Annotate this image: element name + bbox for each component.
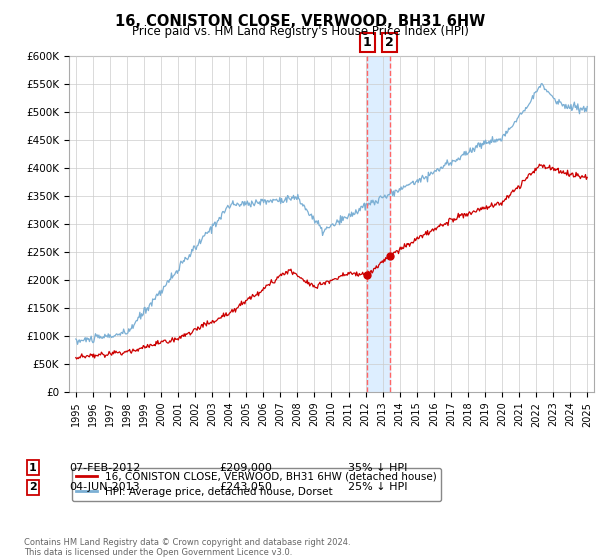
Text: Price paid vs. HM Land Registry's House Price Index (HPI): Price paid vs. HM Land Registry's House … [131,25,469,38]
Text: 1: 1 [363,36,371,49]
Text: 2: 2 [385,36,394,49]
Text: 07-FEB-2012: 07-FEB-2012 [69,463,140,473]
Text: 2: 2 [29,482,37,492]
Text: 35% ↓ HPI: 35% ↓ HPI [348,463,407,473]
Text: 16, CONISTON CLOSE, VERWOOD, BH31 6HW: 16, CONISTON CLOSE, VERWOOD, BH31 6HW [115,14,485,29]
Text: £209,000: £209,000 [219,463,272,473]
Text: £243,050: £243,050 [219,482,272,492]
Text: 1: 1 [29,463,37,473]
Text: 04-JUN-2013: 04-JUN-2013 [69,482,140,492]
Text: Contains HM Land Registry data © Crown copyright and database right 2024.
This d: Contains HM Land Registry data © Crown c… [24,538,350,557]
Text: 25% ↓ HPI: 25% ↓ HPI [348,482,407,492]
Bar [367,56,390,392]
Legend: 16, CONISTON CLOSE, VERWOOD, BH31 6HW (detached house), HPI: Average price, deta: 16, CONISTON CLOSE, VERWOOD, BH31 6HW (d… [71,468,441,501]
